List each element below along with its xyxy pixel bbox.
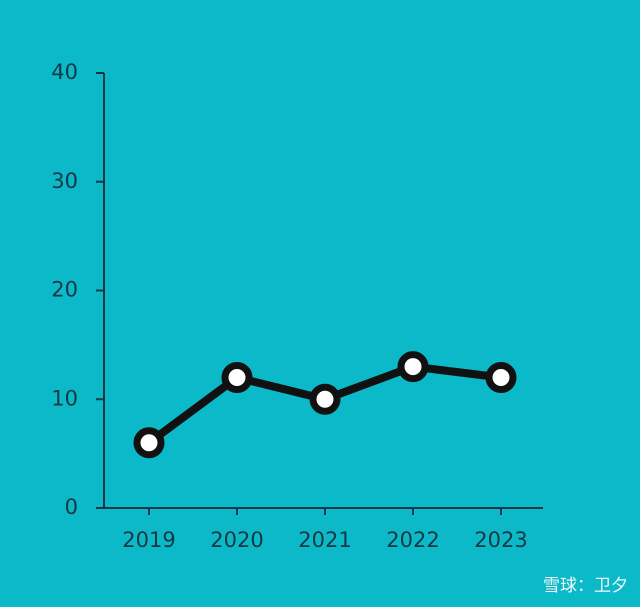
x-tick-label: 2019 xyxy=(122,528,175,552)
point xyxy=(397,351,429,383)
y-tick-label: 10 xyxy=(51,386,78,410)
watermark: 雪球：卫夕 xyxy=(543,576,628,596)
point xyxy=(309,383,341,415)
x-tick-label: 2021 xyxy=(298,528,351,552)
point xyxy=(485,362,517,393)
x-tick-label: 2023 xyxy=(474,528,527,552)
y-tick-label: 20 xyxy=(51,278,78,302)
point xyxy=(133,427,165,459)
x-tick-label: 2022 xyxy=(386,528,439,552)
y-tick-label: 40 xyxy=(51,60,78,84)
y-tick-label: 30 xyxy=(51,169,78,193)
point xyxy=(221,362,253,393)
x-tick-label: 2020 xyxy=(210,528,263,552)
y-tick-label: 0 xyxy=(65,495,78,519)
